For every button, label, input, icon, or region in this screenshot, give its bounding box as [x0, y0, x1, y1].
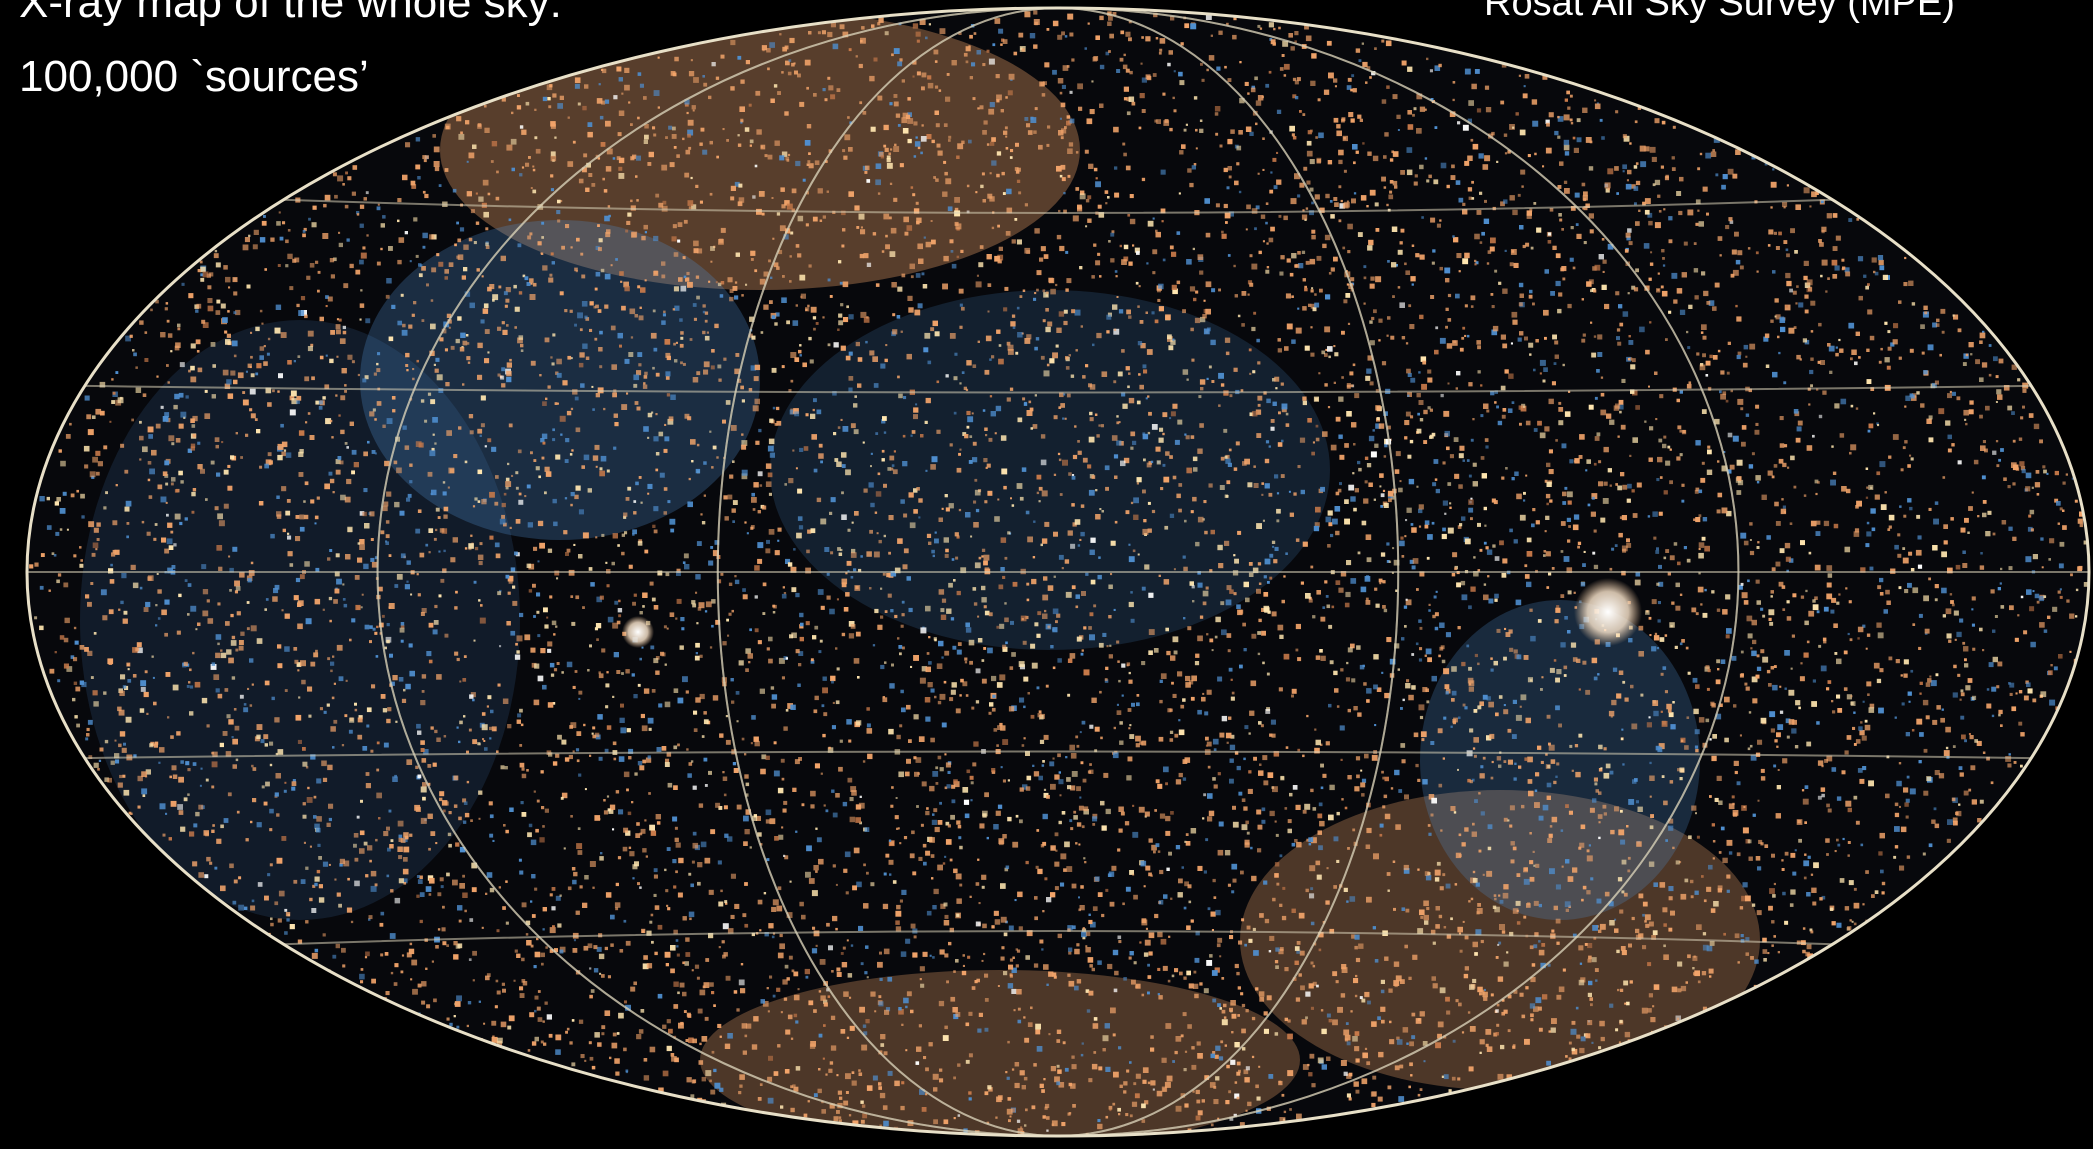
diffuse-emission-region: [80, 320, 520, 920]
caption-title: X-ray map of the whole sky:: [19, 0, 562, 27]
bright-source-east: [1574, 578, 1642, 646]
sky-boundary: [25, 6, 2091, 1138]
diffuse-emission-region: [700, 970, 1300, 1136]
coordinate-grid-line: [283, 930, 1833, 946]
caption-credit: Rosat All Sky Survey (MPE): [1484, 0, 1955, 24]
caption-source-count: 100,000 `sources’: [19, 52, 369, 101]
coordinate-grid-line: [84, 750, 2032, 760]
coordinate-grid-line: [84, 384, 2032, 394]
diffuse-emission-region: [1240, 790, 1760, 1090]
bright-source-west: [622, 616, 654, 648]
diffuse-emission-region: [770, 290, 1330, 650]
diffuse-emission-region: [1420, 600, 1700, 920]
diffuse-emission-region: [360, 220, 760, 540]
coordinate-grid-line: [283, 198, 1833, 214]
